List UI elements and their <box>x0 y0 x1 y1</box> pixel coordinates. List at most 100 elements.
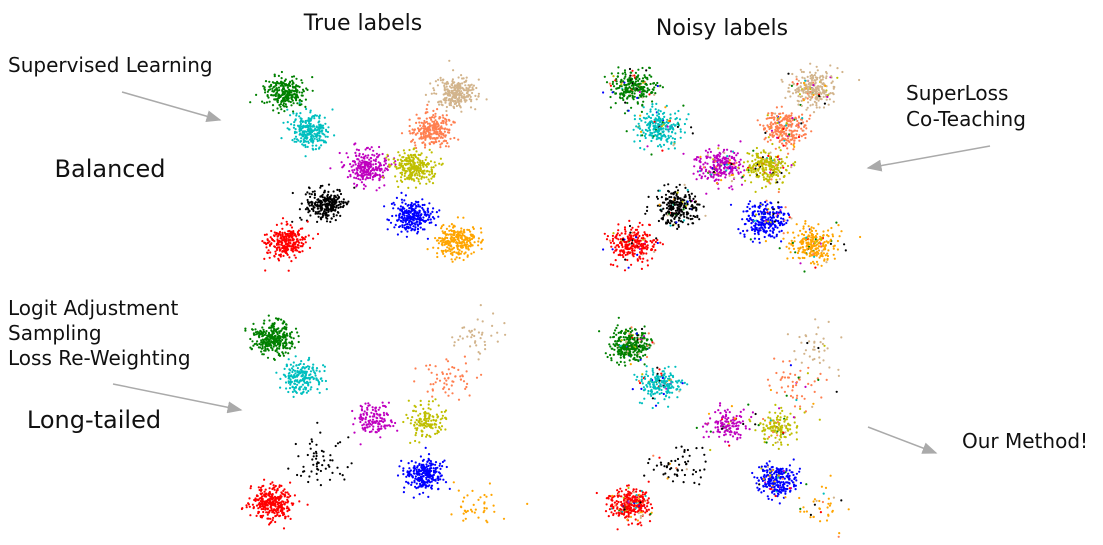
dot <box>370 160 373 163</box>
dot <box>309 123 312 126</box>
dot <box>405 235 408 238</box>
dot <box>803 270 806 273</box>
dot <box>670 192 673 195</box>
dot <box>323 210 326 213</box>
dot <box>789 138 792 141</box>
dot <box>419 216 422 219</box>
dot <box>426 103 429 106</box>
dot <box>677 109 680 113</box>
dot <box>631 226 634 229</box>
dot <box>338 200 341 203</box>
dot <box>448 102 451 105</box>
dot <box>323 133 326 136</box>
dot <box>450 91 453 94</box>
dot <box>473 241 476 244</box>
dot <box>410 164 413 167</box>
dot <box>830 75 833 78</box>
dot <box>458 99 461 102</box>
dot <box>428 202 431 205</box>
dot <box>733 156 736 159</box>
dot <box>439 126 442 129</box>
dot <box>361 161 364 164</box>
dot <box>781 164 784 167</box>
dot <box>778 230 781 233</box>
dot <box>649 116 653 120</box>
dot <box>709 156 712 159</box>
dot <box>645 95 648 98</box>
dot <box>442 252 445 255</box>
dot <box>396 158 399 161</box>
dot <box>445 114 448 117</box>
dot <box>404 202 407 205</box>
dot <box>278 232 281 235</box>
dot <box>447 145 450 148</box>
dot <box>454 92 457 95</box>
dot <box>623 112 627 115</box>
dot <box>712 175 715 178</box>
dot <box>265 233 268 236</box>
dot <box>415 218 418 221</box>
dot <box>295 131 298 134</box>
dot <box>453 229 456 233</box>
dot <box>447 244 450 247</box>
dot <box>673 196 676 199</box>
dot <box>636 96 639 99</box>
dot <box>322 191 326 194</box>
dot <box>633 245 636 248</box>
dot <box>676 122 679 125</box>
dot <box>466 228 469 231</box>
dot <box>284 246 287 249</box>
dot <box>292 110 295 113</box>
dot <box>480 247 483 250</box>
dot <box>786 147 789 150</box>
dot <box>456 216 459 219</box>
dot <box>719 169 723 172</box>
dot <box>355 148 358 151</box>
arrow <box>121 91 222 123</box>
dot <box>777 136 780 139</box>
dot <box>647 195 650 198</box>
dot <box>683 131 687 134</box>
dot <box>636 253 639 256</box>
dot <box>337 196 341 199</box>
dot <box>287 230 290 233</box>
dot <box>449 250 452 253</box>
dot <box>771 169 775 172</box>
dot <box>776 226 779 229</box>
dot <box>669 117 672 120</box>
dot <box>437 242 440 245</box>
dot <box>360 181 363 184</box>
dot <box>668 208 671 211</box>
dot <box>403 224 406 227</box>
dot <box>441 120 444 123</box>
dot <box>423 228 426 231</box>
dot <box>310 137 313 140</box>
dot <box>280 236 283 239</box>
dot <box>758 237 761 241</box>
dot <box>819 91 822 94</box>
dot <box>337 206 340 209</box>
dot <box>386 153 389 156</box>
dot <box>388 163 391 166</box>
dot <box>264 91 267 94</box>
dot <box>277 96 281 100</box>
dot <box>375 152 378 155</box>
dot <box>825 70 828 74</box>
dot <box>721 157 724 160</box>
dot <box>425 182 428 185</box>
dot <box>769 156 772 159</box>
dot <box>745 210 748 213</box>
dot <box>444 134 447 137</box>
dot <box>651 134 654 137</box>
dot <box>666 128 669 131</box>
dot <box>433 92 436 95</box>
dot <box>702 163 705 166</box>
dot <box>464 89 468 92</box>
dot <box>836 76 839 79</box>
dot <box>642 257 645 260</box>
dot <box>805 127 808 130</box>
dot <box>444 97 447 100</box>
dot <box>665 207 669 210</box>
dot <box>378 167 381 170</box>
dot <box>291 220 294 223</box>
